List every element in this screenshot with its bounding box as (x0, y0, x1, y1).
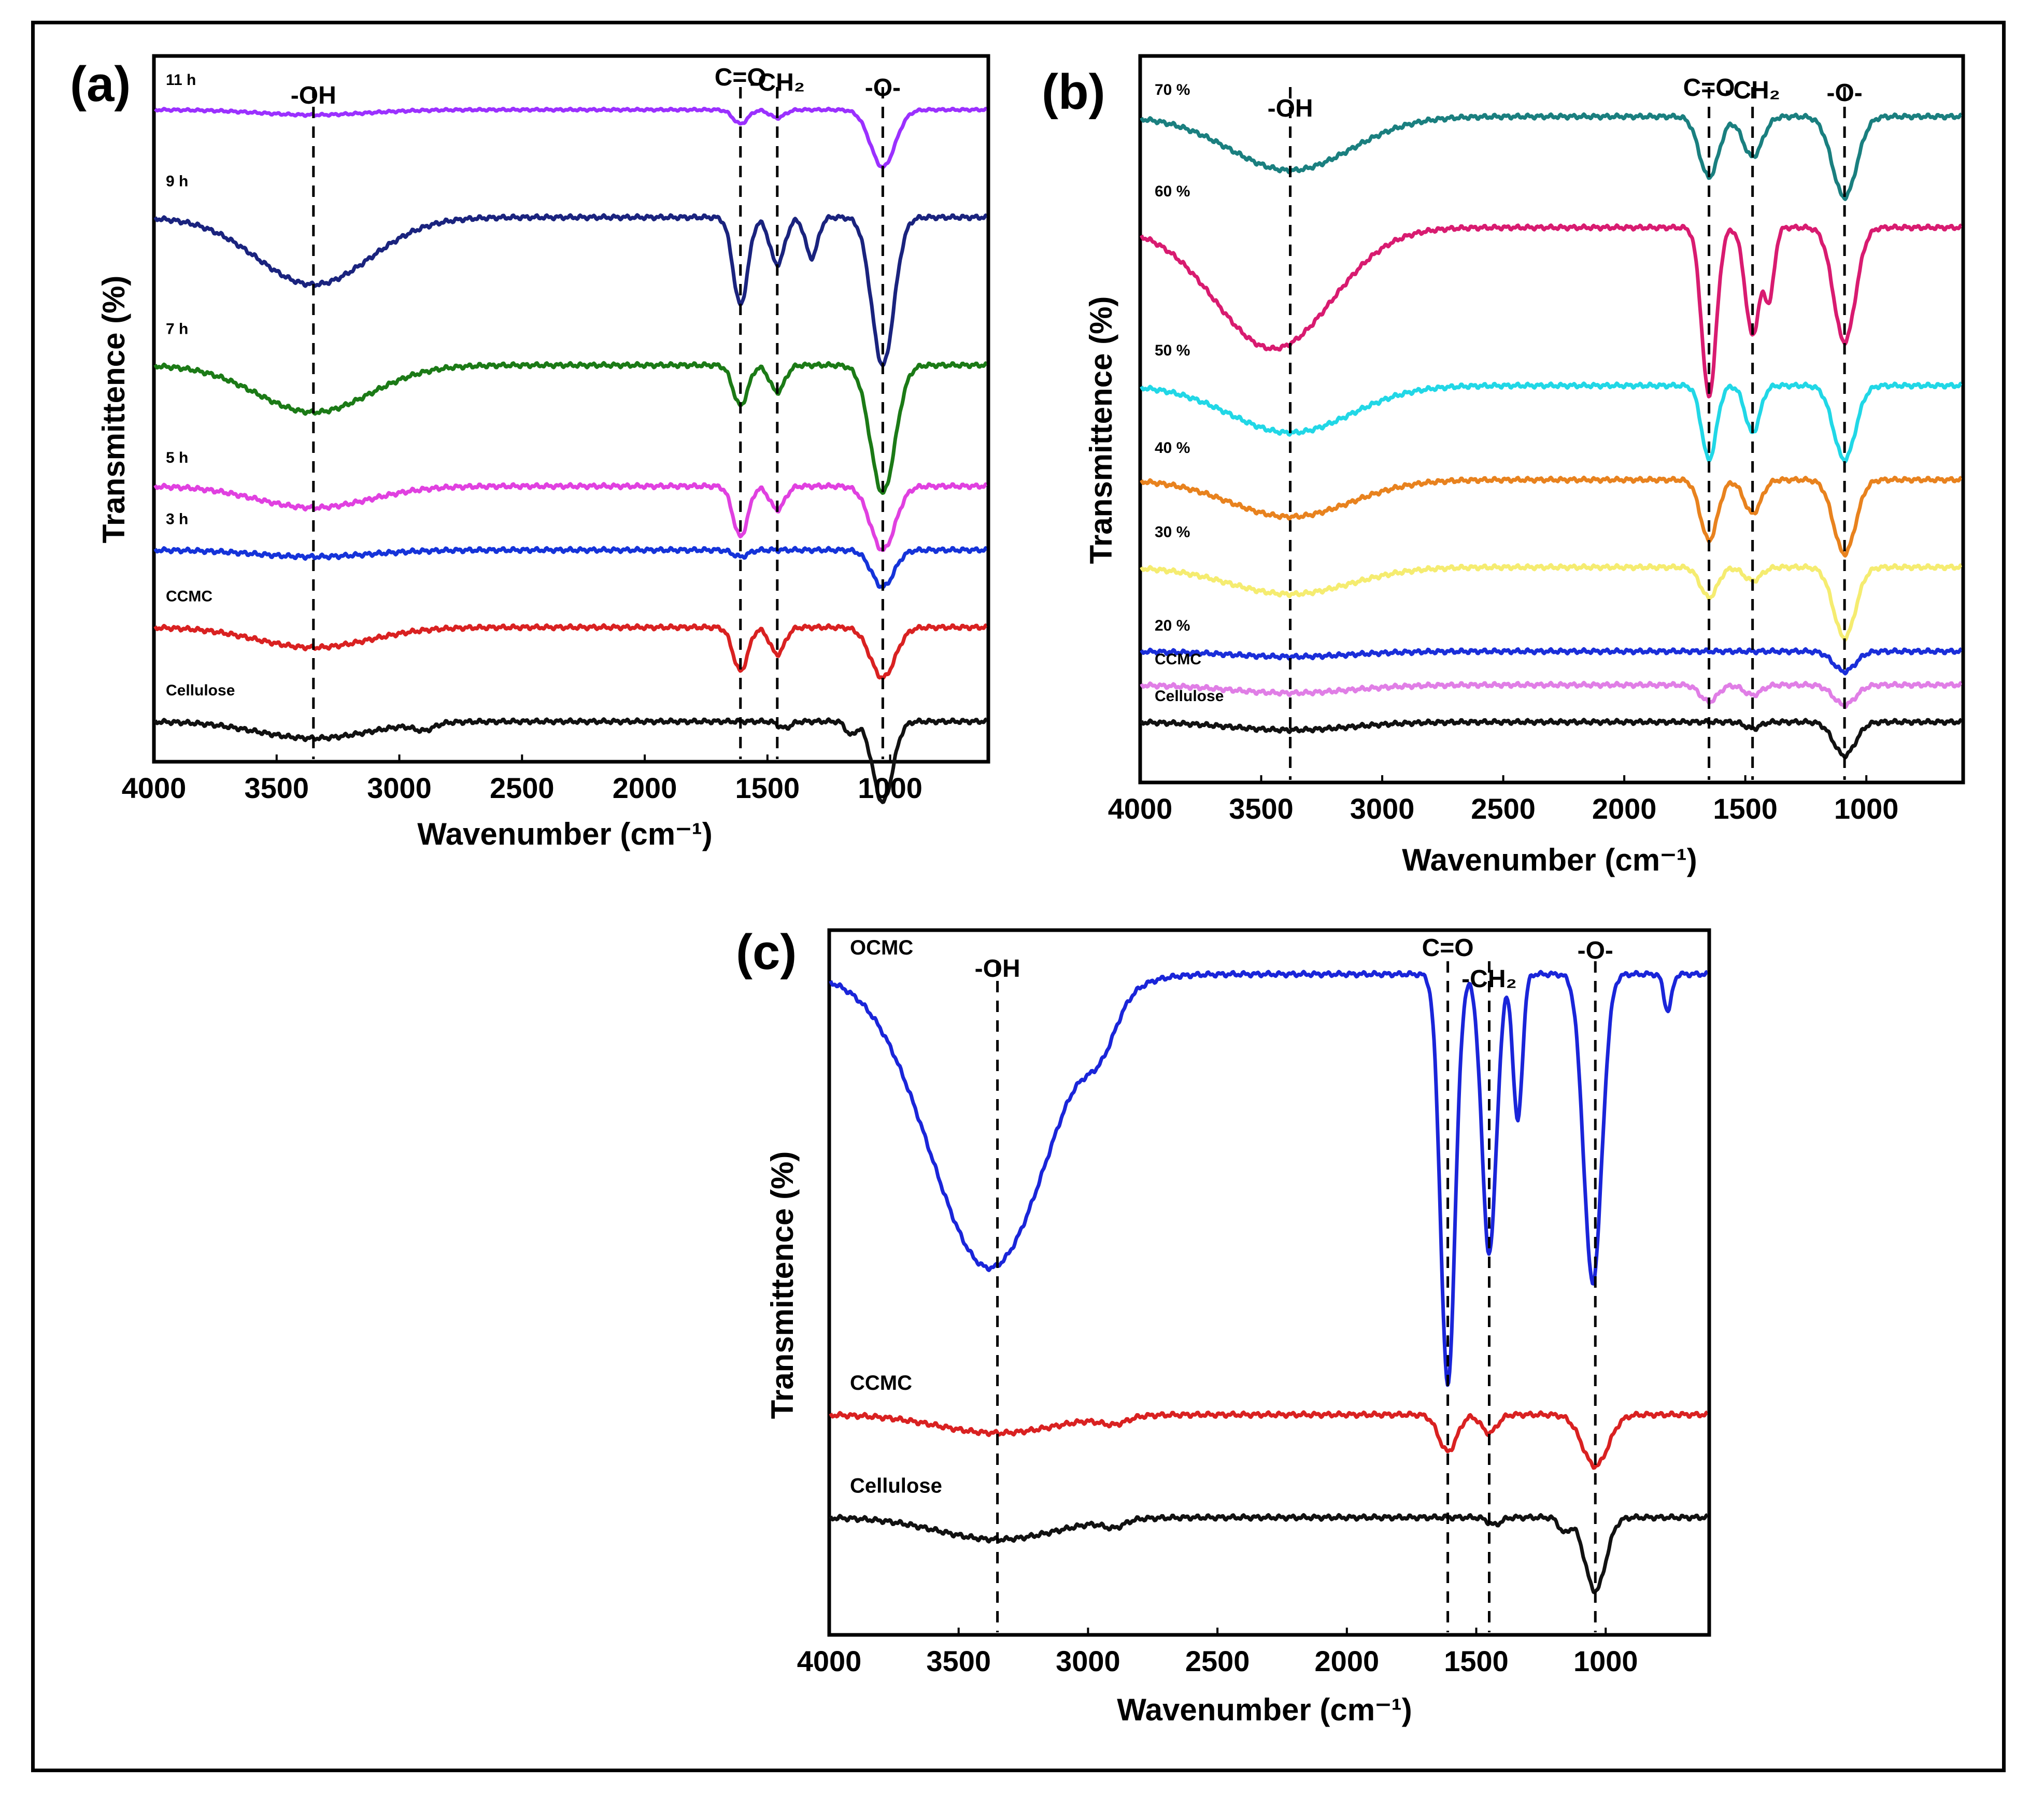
series-label: CCMC (850, 1372, 912, 1394)
band-label: -CH₂ (1725, 77, 1780, 104)
series-line-50 (1140, 381, 1963, 464)
x-tick-label: 1500 (735, 772, 800, 804)
series-label: CCMC (166, 588, 212, 605)
band-label: -O- (1578, 937, 1613, 964)
panel-b-label: (b) (1042, 64, 1105, 120)
series-label: OCMC (850, 936, 913, 959)
x-tick-label: 3000 (1350, 792, 1415, 825)
panel-a-ticks: 4000 3500 3000 2500 2000 1500 1000 (122, 754, 922, 804)
series-line-70 (1140, 112, 1963, 202)
band-label: C=O (1422, 934, 1474, 962)
x-tick-label: 1500 (1444, 1645, 1509, 1677)
series-label: 60 % (1155, 183, 1190, 200)
x-tick-label: 1000 (1834, 792, 1899, 825)
x-tick-label: 4000 (122, 772, 187, 804)
panel-c-bands: -OH C=O -CH₂ -O- (975, 934, 1613, 1632)
panel-b-ticks: 4000 3500 3000 2500 2000 1500 1000 (1108, 775, 1899, 825)
panel-b-series: 70 % 60 % 50 % 40 % 30 % 20 % CCMC Cellulose (1140, 81, 1963, 760)
band-label: -CH₂ (749, 69, 805, 96)
band-label: C=O (1683, 74, 1735, 102)
x-tick-label: 3500 (1229, 792, 1294, 825)
x-tick-label: 3500 (244, 772, 309, 804)
series-label: Cellulose (166, 682, 235, 699)
series-label: 5 h (166, 449, 188, 466)
x-tick-label: 3000 (367, 772, 432, 804)
x-tick-label: 2000 (1315, 1645, 1380, 1677)
series-label: 70 % (1155, 81, 1190, 98)
band-label: -OH (975, 955, 1020, 982)
series-line-cellulose (1140, 718, 1963, 760)
series-label: 40 % (1155, 439, 1190, 457)
x-tick-label: 4000 (797, 1645, 862, 1677)
series-label: CCMC (1155, 651, 1201, 668)
x-tick-label: 3500 (926, 1645, 991, 1677)
panel-a-ylabel: Transmittence (%) (96, 276, 131, 544)
panel-a-bands: -OH C=O-CH₂ -O- (291, 64, 901, 759)
panel-c-xlabel: Wavenumber (cm⁻¹) (1117, 1692, 1412, 1727)
panel-c-ylabel: Transmittence (%) (765, 1151, 800, 1419)
series-line-ccmc (153, 623, 988, 680)
band-label: -O- (865, 74, 901, 102)
panel-b-ylabel: Transmittence (%) (1084, 296, 1118, 564)
panel-a-label: (a) (70, 56, 131, 112)
x-tick-label: 1500 (1713, 792, 1778, 825)
series-line-3h (153, 546, 988, 589)
x-tick-label: 1000 (858, 772, 922, 804)
series-line-5h (153, 482, 988, 552)
series-label: Cellulose (1155, 688, 1224, 705)
series-label: 50 % (1155, 342, 1190, 359)
panel-c-label: (c) (736, 924, 797, 980)
series-line-60 (1140, 223, 1963, 398)
band-label: -OH (1268, 95, 1313, 122)
series-line-11h (153, 106, 988, 169)
series-line-ccmc (1140, 680, 1963, 709)
series-label: 7 h (166, 321, 188, 338)
panel-b-xlabel: Wavenumber (cm⁻¹) (1402, 843, 1697, 877)
x-tick-label: 4000 (1108, 792, 1173, 825)
panel-c: (c) OCMC CCMC Cellulose -OH C=O -CH₂ -O- 4000… (736, 924, 1711, 1727)
series-line-40 (1140, 475, 1963, 558)
panel-b-bands: -OH C=O-CH₂ -O- (1268, 74, 1863, 780)
band-label: -CH₂ (1461, 965, 1517, 993)
panel-c-ticks: 4000 3500 3000 2500 2000 1500 1000 (797, 1628, 1638, 1677)
panel-a-xlabel: Wavenumber (cm⁻¹) (417, 817, 713, 851)
panel-a-plot-area (152, 54, 990, 764)
panel-c-plot-area (827, 928, 1711, 1637)
x-tick-label: 2500 (1185, 1645, 1250, 1677)
series-line-20 (1140, 647, 1963, 676)
band-label: -O- (1826, 79, 1862, 107)
x-tick-label: 1000 (1573, 1645, 1638, 1677)
series-line-30 (1140, 563, 1963, 642)
series-label: 30 % (1155, 524, 1190, 541)
x-tick-label: 2000 (1592, 792, 1657, 825)
x-tick-label: 2500 (490, 772, 555, 804)
figure-frame (31, 21, 2006, 1772)
panel-c-series: OCMC CCMC Cellulose (829, 936, 1708, 1594)
series-line-ccmc (829, 1410, 1708, 1470)
panel-a-series: 11 h 9 h 7 h 5 h 3 h CCMC Cellulose (153, 72, 988, 804)
series-line-7h (153, 361, 988, 495)
series-line-cellulose (829, 1513, 1708, 1594)
x-tick-label: 3000 (1056, 1645, 1120, 1677)
series-line-ocmc (829, 970, 1708, 1387)
series-label: 9 h (166, 173, 188, 190)
panel-b-plot-area (1138, 54, 1965, 785)
series-label: Cellulose (850, 1474, 942, 1497)
panel-a: (a) 11 h 9 h 7 h 5 h 3 h CCMC Cellulose -OH C=O… (70, 54, 990, 851)
panel-b: (b) 70 % 60 % 50 % 40 % 30 % 20 % CCMC Cellulos… (1042, 54, 1965, 877)
x-tick-label: 2500 (1471, 792, 1536, 825)
band-label: C=O (715, 64, 766, 91)
series-label: 3 h (166, 510, 188, 528)
x-tick-label: 2000 (613, 772, 677, 804)
series-line-9h (153, 213, 988, 367)
band-label: -OH (291, 82, 336, 109)
series-label: 20 % (1155, 617, 1190, 634)
series-line-cellulose (153, 717, 988, 804)
series-label: 11 h (166, 72, 196, 89)
